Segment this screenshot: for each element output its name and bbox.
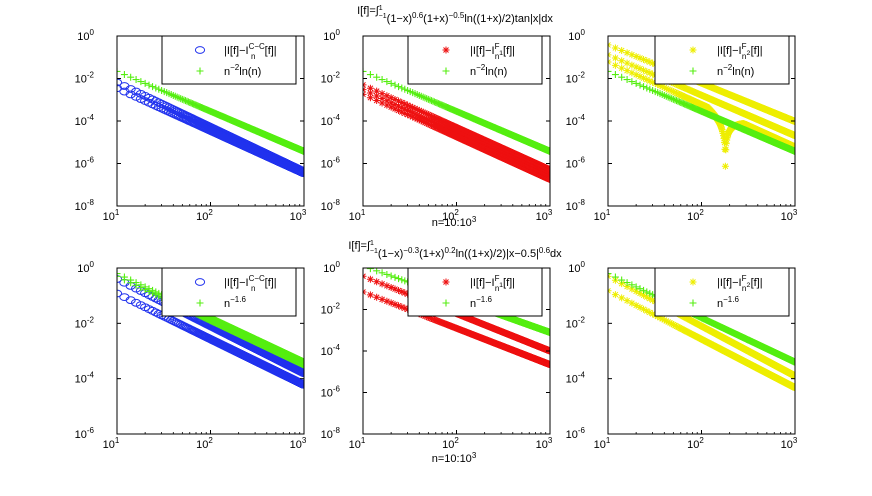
plot-area <box>360 68 554 183</box>
error-point <box>612 62 619 69</box>
x-tick-label: 101 <box>349 208 366 223</box>
x-tick-label: 101 <box>103 208 120 223</box>
error-point <box>722 146 729 153</box>
y-tick-label: 100 <box>77 28 94 43</box>
x-tick-label: 103 <box>536 208 553 223</box>
x-axis-label-1: n=10:103 <box>432 451 477 465</box>
legend-label-1: n−2ln(n) <box>470 63 507 78</box>
row-title-1: I[f]=∫1−1(1−x)−0.3(1+x)0.2ln((1+x)/2)|x−… <box>348 240 562 260</box>
reference-point <box>367 71 374 78</box>
reference-point <box>146 82 153 89</box>
reference-point <box>149 83 156 90</box>
row-title-0: I[f]=∫1−1(1−x)0.6(1+x)−0.5ln((1+x)/2)tan… <box>357 5 553 25</box>
reference-point <box>392 82 399 89</box>
y-tick-label: 100 <box>323 28 340 43</box>
legend-marker-0 <box>443 47 450 54</box>
x-tick-label: 103 <box>290 208 307 223</box>
reference-point <box>142 80 149 87</box>
error-point <box>367 94 374 101</box>
y-tick-label: 10-8 <box>75 198 95 213</box>
y-tick-label: 10-2 <box>75 71 95 86</box>
y-tick-label: 10-8 <box>321 198 341 213</box>
y-tick-label: 10-2 <box>321 71 341 86</box>
error-point <box>722 163 729 170</box>
legend-label-1: n−2ln(n) <box>224 63 261 78</box>
y-tick-label: 10-4 <box>321 113 341 128</box>
x-tick-label: 102 <box>196 208 213 223</box>
reference-point <box>121 71 128 78</box>
y-tick-label: 10-6 <box>321 156 341 171</box>
y-tick-label: 10-6 <box>75 156 95 171</box>
reference-point <box>395 83 402 90</box>
error-point <box>612 44 619 51</box>
reference-point <box>388 80 395 87</box>
y-tick-label: 10-4 <box>75 113 95 128</box>
error-point <box>612 55 619 62</box>
